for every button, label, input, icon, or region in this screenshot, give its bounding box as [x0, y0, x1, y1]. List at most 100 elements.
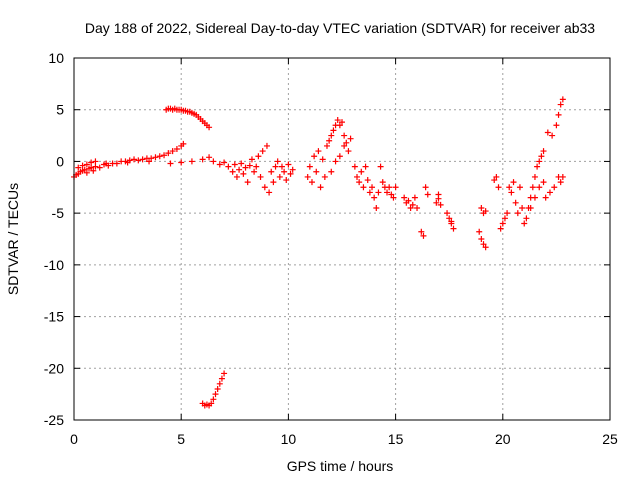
y-tick-label: -20	[44, 360, 64, 376]
data-point	[276, 173, 283, 180]
data-point	[448, 218, 455, 225]
data-point	[407, 204, 414, 211]
data-point	[180, 140, 187, 147]
data-point	[437, 201, 444, 208]
data-point	[242, 164, 249, 171]
data-point	[92, 163, 99, 170]
data-point	[326, 137, 333, 144]
x-axis-label: GPS time / hours	[287, 458, 394, 474]
data-point	[278, 163, 285, 170]
data-point	[199, 156, 206, 163]
data-point	[384, 189, 391, 196]
data-point	[512, 199, 519, 206]
data-point	[272, 163, 279, 170]
data-point	[161, 152, 168, 159]
data-point	[146, 158, 153, 165]
data-point	[270, 179, 277, 186]
data-point	[240, 170, 247, 177]
data-point	[531, 194, 538, 201]
data-point	[529, 184, 536, 191]
data-point	[332, 158, 339, 165]
data-point	[559, 173, 566, 180]
plot-frame	[73, 57, 611, 421]
data-point	[491, 177, 498, 184]
data-point	[90, 167, 97, 174]
data-point	[75, 164, 82, 171]
data-point	[510, 179, 517, 186]
x-tick-label: 25	[602, 431, 618, 447]
data-point	[546, 189, 553, 196]
data-point	[358, 168, 365, 175]
data-point	[371, 194, 378, 201]
data-point	[323, 142, 330, 149]
data-point	[165, 150, 172, 157]
data-point	[169, 148, 176, 155]
data-point	[330, 127, 337, 134]
data-point	[542, 194, 549, 201]
data-point	[244, 179, 251, 186]
data-point	[321, 173, 328, 180]
data-point	[233, 173, 240, 180]
data-point	[83, 169, 90, 176]
data-point	[216, 161, 223, 168]
data-point	[210, 158, 217, 165]
data-point	[362, 163, 369, 170]
data-point	[364, 177, 371, 184]
data-point	[238, 160, 245, 167]
data-point	[167, 160, 174, 167]
y-tick-label: -10	[44, 257, 64, 273]
data-point	[504, 210, 511, 217]
data-point	[555, 111, 562, 118]
data-point	[206, 154, 213, 161]
data-point	[139, 156, 146, 163]
data-point	[248, 156, 255, 163]
data-point	[281, 168, 288, 175]
data-point	[549, 132, 556, 139]
data-point	[83, 161, 90, 168]
data-point	[96, 164, 103, 171]
data-point	[405, 197, 412, 204]
data-point	[521, 220, 528, 227]
data-point	[409, 201, 416, 208]
data-point	[414, 204, 421, 211]
data-point	[285, 161, 292, 168]
data-point	[81, 166, 88, 173]
data-point	[501, 215, 508, 222]
data-point	[497, 225, 504, 232]
data-point	[354, 173, 361, 180]
data-point	[188, 158, 195, 165]
data-point	[446, 215, 453, 222]
data-point	[519, 204, 526, 211]
x-tick-label: 5	[177, 431, 185, 447]
data-point	[308, 179, 315, 186]
data-point	[274, 158, 281, 165]
data-point	[266, 189, 273, 196]
data-point	[379, 179, 386, 186]
data-point	[283, 177, 290, 184]
data-point	[336, 153, 343, 160]
data-point	[152, 154, 159, 161]
chart-title: Day 188 of 2022, Sidereal Day-to-day VTE…	[85, 20, 595, 36]
data-point	[263, 142, 270, 149]
data-point	[390, 194, 397, 201]
data-point	[551, 184, 558, 191]
data-point	[336, 122, 343, 129]
data-point	[221, 159, 228, 166]
y-tick-label: 10	[48, 50, 64, 66]
x-tick-label: 15	[388, 431, 404, 447]
data-point	[411, 194, 418, 201]
data-point	[231, 161, 238, 168]
data-point	[424, 191, 431, 198]
data-point	[514, 210, 521, 217]
data-point	[495, 184, 502, 191]
data-point	[304, 173, 311, 180]
data-point	[92, 158, 99, 165]
data-point	[343, 139, 350, 146]
data-point	[536, 184, 543, 191]
data-point	[289, 166, 296, 173]
data-point	[356, 179, 363, 186]
data-point	[377, 163, 384, 170]
data-point	[386, 184, 393, 191]
data-point	[476, 228, 483, 235]
